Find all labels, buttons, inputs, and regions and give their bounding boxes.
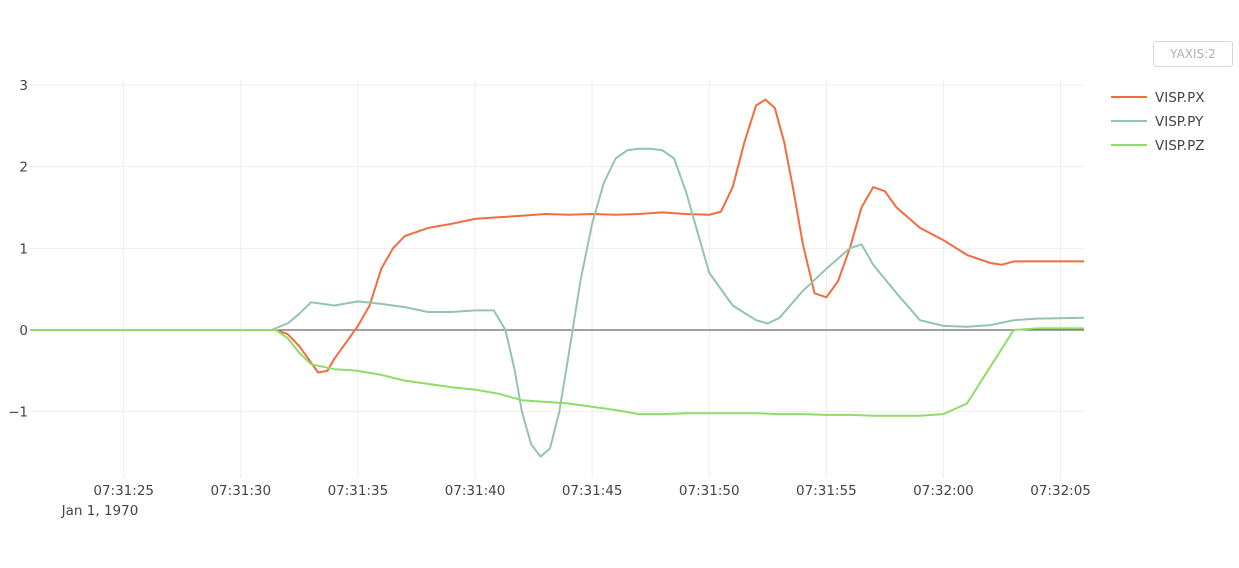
legend-item[interactable]: VISP.PY bbox=[1111, 114, 1204, 130]
x-tick-label: 07:31:55 bbox=[796, 483, 857, 499]
series-lines bbox=[30, 98, 1085, 458]
x-tick-label: 07:31:50 bbox=[679, 483, 740, 499]
y-tick-label: 3 bbox=[19, 78, 28, 94]
yaxis-toggle-button[interactable]: YAXIS:2 bbox=[1153, 41, 1233, 67]
legend-label: VISP.PY bbox=[1155, 114, 1204, 130]
gridlines bbox=[30, 80, 1084, 478]
x-tick-label: 07:31:45 bbox=[562, 483, 623, 499]
legend[interactable]: VISP.PX VISP.PY VISP.PZ bbox=[1111, 90, 1205, 154]
x-tick-label: 07:32:00 bbox=[913, 483, 974, 499]
x-tick-label: 07:31:30 bbox=[210, 483, 271, 499]
legend-item[interactable]: VISP.PZ bbox=[1111, 138, 1205, 154]
x-axis-ticks: Jan 1, 1970 07:31:25 07:31:30 07:31:35 07:3… bbox=[61, 483, 1091, 519]
legend-label: VISP.PX bbox=[1155, 90, 1205, 106]
y-tick-label: 2 bbox=[19, 160, 28, 176]
y-axis-ticks: 3 2 1 0 −1 bbox=[8, 78, 28, 421]
legend-label: VISP.PZ bbox=[1155, 138, 1205, 154]
y-tick-label: −1 bbox=[8, 405, 28, 421]
x-tick-label: 07:32:05 bbox=[1030, 483, 1091, 499]
x-tick-label: 07:31:25 bbox=[93, 483, 154, 499]
x-tick-label: 07:31:40 bbox=[445, 483, 506, 499]
x-tick-label: 07:31:35 bbox=[328, 483, 389, 499]
x-axis-date-label: Jan 1, 1970 bbox=[61, 503, 139, 519]
y-tick-label: 0 bbox=[19, 323, 28, 339]
legend-item[interactable]: VISP.PX bbox=[1111, 90, 1205, 106]
series-line-visp-py bbox=[30, 147, 1085, 458]
series-line-visp-pz bbox=[30, 327, 1084, 417]
series-line-visp-px bbox=[30, 98, 1084, 374]
y-tick-label: 1 bbox=[19, 241, 28, 257]
